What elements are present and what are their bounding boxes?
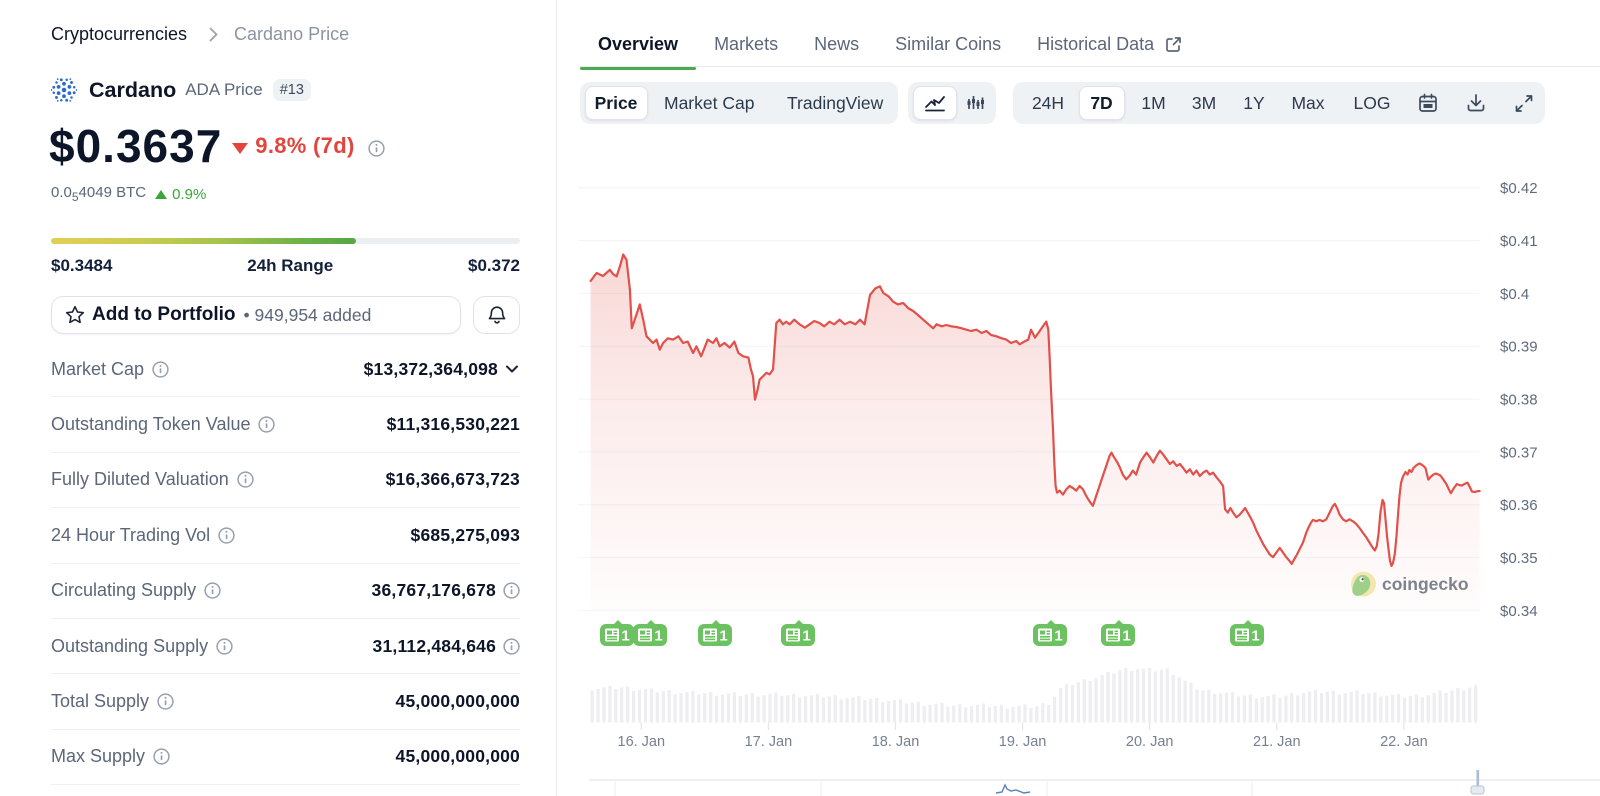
svg-text:$0.37: $0.37 [1500,444,1538,461]
svg-text:$0.39: $0.39 [1500,339,1538,356]
svg-text:22. Jan: 22. Jan [1380,734,1428,750]
svg-text:19. Jan: 19. Jan [999,734,1047,750]
svg-text:$0.42: $0.42 [1500,180,1538,197]
svg-text:1: 1 [1054,628,1062,645]
svg-text:$0.4: $0.4 [1500,286,1529,303]
svg-text:16. Jan: 16. Jan [618,734,666,750]
svg-text:1: 1 [654,628,662,645]
svg-text:1: 1 [1251,628,1259,645]
svg-text:17. Jan: 17. Jan [745,734,793,750]
svg-text:$0.34: $0.34 [1500,603,1538,620]
svg-text:20. Jan: 20. Jan [1126,734,1174,750]
svg-text:21. Jan: 21. Jan [1253,734,1301,750]
svg-text:1: 1 [802,628,810,645]
svg-text:18. Jan: 18. Jan [872,734,920,750]
svg-text:$0.36: $0.36 [1500,497,1538,514]
svg-text:$0.41: $0.41 [1500,233,1538,250]
svg-text:$0.38: $0.38 [1500,392,1538,409]
svg-text:1: 1 [621,628,629,645]
svg-text:1: 1 [1122,628,1130,645]
svg-text:1: 1 [719,628,727,645]
svg-text:coingecko: coingecko [1382,574,1469,594]
svg-text:$0.35: $0.35 [1500,550,1538,567]
